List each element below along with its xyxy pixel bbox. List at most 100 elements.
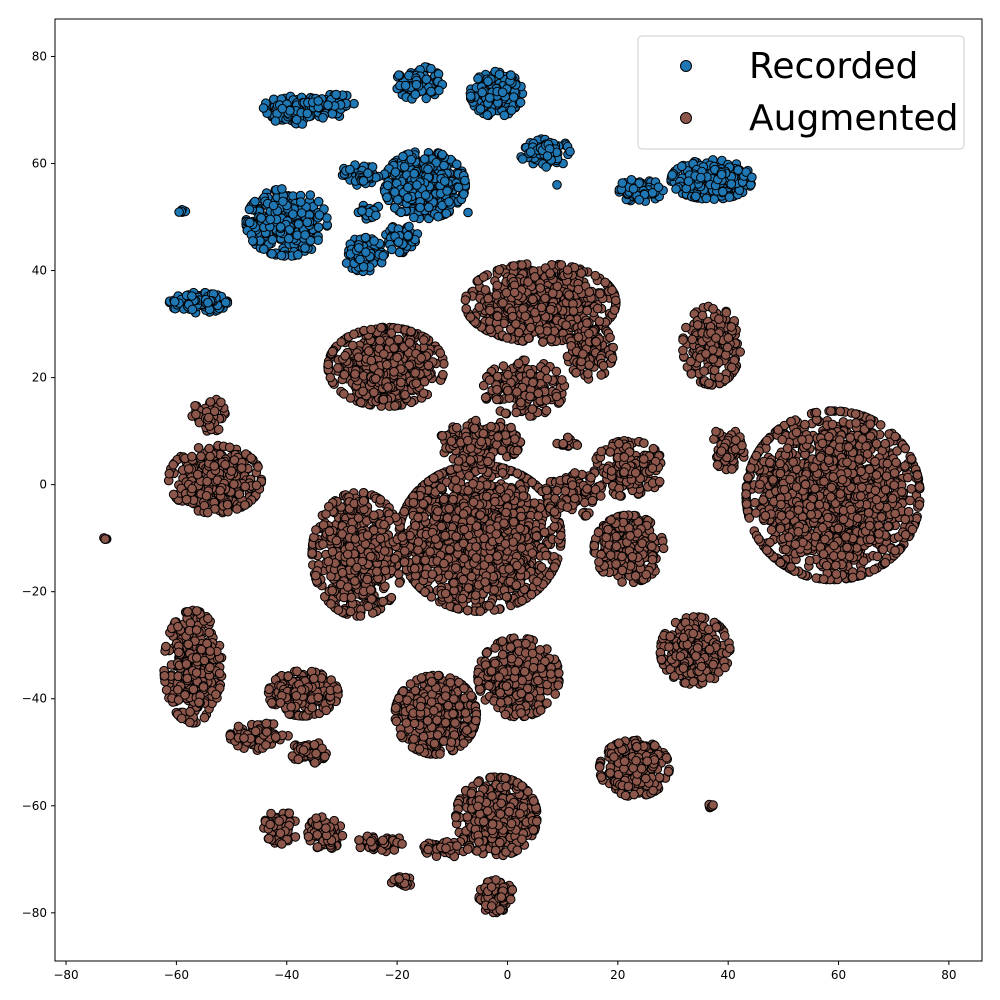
data-point-augmented [350,369,360,379]
data-point-recorded [378,251,389,261]
data-point-augmented [583,369,593,379]
data-point-augmented [370,373,381,384]
data-point-recorded [244,204,255,215]
data-point-augmented [551,366,562,377]
data-point-recorded [256,213,267,223]
data-point-augmented [562,265,573,275]
data-point-augmented [595,288,605,299]
data-point-recorded [345,164,355,175]
data-point-recorded [419,154,430,164]
data-point-augmented [418,388,429,399]
data-point-augmented [871,439,882,449]
data-point-recorded [465,91,476,101]
data-point-recorded [423,164,433,175]
data-point-recorded [288,209,298,219]
data-point-recorded [220,297,231,308]
data-point-augmented [339,389,349,399]
data-point-recorded [358,176,369,186]
data-point-augmented [784,532,794,543]
data-point-recorded [440,176,450,186]
data-point-recorded [296,208,307,218]
data-point-recorded [410,89,421,100]
data-point-augmented [592,303,603,314]
data-point-augmented [492,394,502,405]
data-point-recorded [497,87,508,98]
data-point-recorded [683,176,694,186]
data-point-augmented [461,304,472,314]
data-point-augmented [340,351,350,361]
data-point-augmented [905,495,915,506]
data-point-recorded [248,236,258,246]
data-point-augmented [540,293,550,304]
data-point-recorded [327,109,338,119]
data-point-recorded [517,154,528,164]
data-point-recorded [283,233,294,244]
data-point-recorded [203,297,213,308]
data-point-augmented [325,372,336,383]
data-point-augmented [758,495,769,505]
data-point-augmented [542,373,553,384]
data-point-augmented [693,320,703,330]
data-point-augmented [835,406,846,417]
data-point-recorded [747,172,757,183]
data-point-augmented [723,333,734,343]
data-point-augmented [517,260,527,270]
data-point-augmented [393,334,404,345]
data-point-augmented [611,295,621,306]
data-point-recorded [506,105,517,116]
data-point-recorded [323,100,333,110]
data-point-recorded [258,103,269,113]
data-point-augmented [523,333,534,343]
data-point-augmented [766,525,777,535]
data-point-recorded [399,162,410,172]
data-point-recorded [387,244,397,255]
data-point-recorded [460,175,470,186]
data-point-recorded [442,186,452,196]
data-point-augmented [502,333,512,343]
data-point-recorded [390,187,400,197]
data-point-recorded [187,304,198,315]
data-point-augmented [590,270,601,281]
data-point-augmented [333,363,343,373]
data-point-augmented [561,320,571,331]
data-point-recorded [426,86,436,97]
data-point-recorded [441,208,452,219]
data-point-augmented [423,360,434,371]
data-point-augmented [609,305,620,315]
data-point-recorded [696,172,706,183]
data-point-recorded [452,159,462,170]
data-point-recorded [691,191,701,202]
data-point-recorded [482,110,493,120]
data-point-augmented [582,318,592,328]
data-point-recorded [305,190,316,200]
data-point-augmented [607,353,618,364]
data-point-recorded [300,230,310,240]
data-point-augmented [568,306,579,316]
data-point-recorded [300,243,310,253]
data-point-augmented [511,319,521,329]
data-point-recorded [393,237,404,247]
data-point-augmented [492,280,503,291]
data-point-augmented [492,311,503,322]
data-point-recorded [453,182,464,193]
data-point-augmented [545,304,556,315]
data-point-augmented [708,354,719,364]
data-point-recorded [541,162,552,172]
data-point-augmented [711,333,721,343]
data-point-recorded [276,250,287,261]
data-point-augmented [525,368,536,379]
data-point-augmented [513,358,524,369]
data-point-augmented [775,458,785,469]
data-point-augmented [776,511,787,521]
data-point-augmented [520,311,531,322]
data-point-recorded [426,63,436,74]
data-point-recorded [174,207,184,217]
data-point-recorded [318,113,328,123]
data-point-augmented [392,352,402,363]
data-point-augmented [382,359,392,370]
data-point-recorded [313,196,324,207]
data-point-augmented [534,325,545,335]
data-point-recorded [709,194,720,204]
data-point-augmented [701,349,711,359]
data-point-recorded [499,110,510,121]
